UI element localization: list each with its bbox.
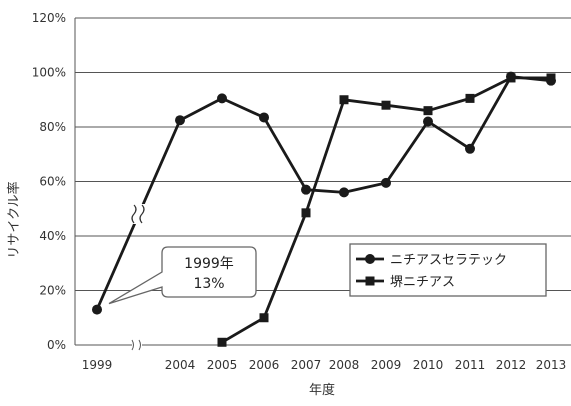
series-1-point-2009 xyxy=(382,101,391,110)
y-tick-label-100: 100% xyxy=(32,66,66,80)
series-1-point-2008 xyxy=(340,95,349,104)
callout-value: 13% xyxy=(193,276,224,292)
series-layer xyxy=(92,72,556,347)
series-0-point-2010 xyxy=(423,117,433,127)
x-tick-label-2004: 2004 xyxy=(165,358,196,372)
series-line-1 xyxy=(222,78,551,342)
y-axis-title: リサイクル率 xyxy=(6,181,22,258)
y-tick-label-40: 40% xyxy=(39,229,66,243)
x-tick-label-2013: 2013 xyxy=(536,358,567,372)
callout-year: 1999年 xyxy=(184,256,234,272)
y-tick-label-0: 0% xyxy=(47,338,66,352)
legend-marker-1 xyxy=(366,277,375,286)
legend-label-1: 堺ニチアス xyxy=(390,275,455,290)
y-tick-label-80: 80% xyxy=(39,120,66,134)
x-tick-label-2008: 2008 xyxy=(329,358,360,372)
series-0-point-2009 xyxy=(381,178,391,188)
series-1-point-2013 xyxy=(547,73,556,82)
x-axis-title: 年度 xyxy=(309,382,335,398)
callout-layer: 1999年 13% xyxy=(109,247,256,304)
y-tick-label-60: 60% xyxy=(39,175,66,189)
x-tick-label-2011: 2011 xyxy=(455,358,486,372)
series-1-point-2005 xyxy=(218,338,227,347)
y-tick-label-120: 120% xyxy=(32,11,66,25)
callout-bubble xyxy=(109,247,256,304)
series-0-point-2011 xyxy=(465,144,475,154)
x-tick-label-2009: 2009 xyxy=(371,358,402,372)
legend-marker-0 xyxy=(365,254,375,264)
series-0-point-2004 xyxy=(175,115,185,125)
series-1-point-2012 xyxy=(507,73,516,82)
series-0-point-2007 xyxy=(301,185,311,195)
y-tick-label-20: 20% xyxy=(39,284,66,298)
x-tick-label-2007: 2007 xyxy=(291,358,322,372)
series-0-point-2005 xyxy=(217,93,227,103)
x-tick-label-2005: 2005 xyxy=(207,358,238,372)
axis-layer: 0% 20% 40% 60% 80% 100% 120% 1999 2004 2005 2006 20… xyxy=(32,11,567,372)
series-1-point-2006 xyxy=(260,313,269,322)
series-1-point-2011 xyxy=(466,94,475,103)
series-0-point-1999 xyxy=(92,305,102,315)
x-tick-label-2006: 2006 xyxy=(249,358,280,372)
series-0-point-2008 xyxy=(339,187,349,197)
series-1-point-2007 xyxy=(302,208,311,217)
series-1-point-2010 xyxy=(424,106,433,115)
series-0-point-2006 xyxy=(259,112,269,122)
legend-label-0: ニチアスセラテック xyxy=(390,253,507,268)
x-tick-label-2012: 2012 xyxy=(496,358,527,372)
x-tick-label-2010: 2010 xyxy=(413,358,444,372)
x-tick-label-1999: 1999 xyxy=(82,358,113,372)
